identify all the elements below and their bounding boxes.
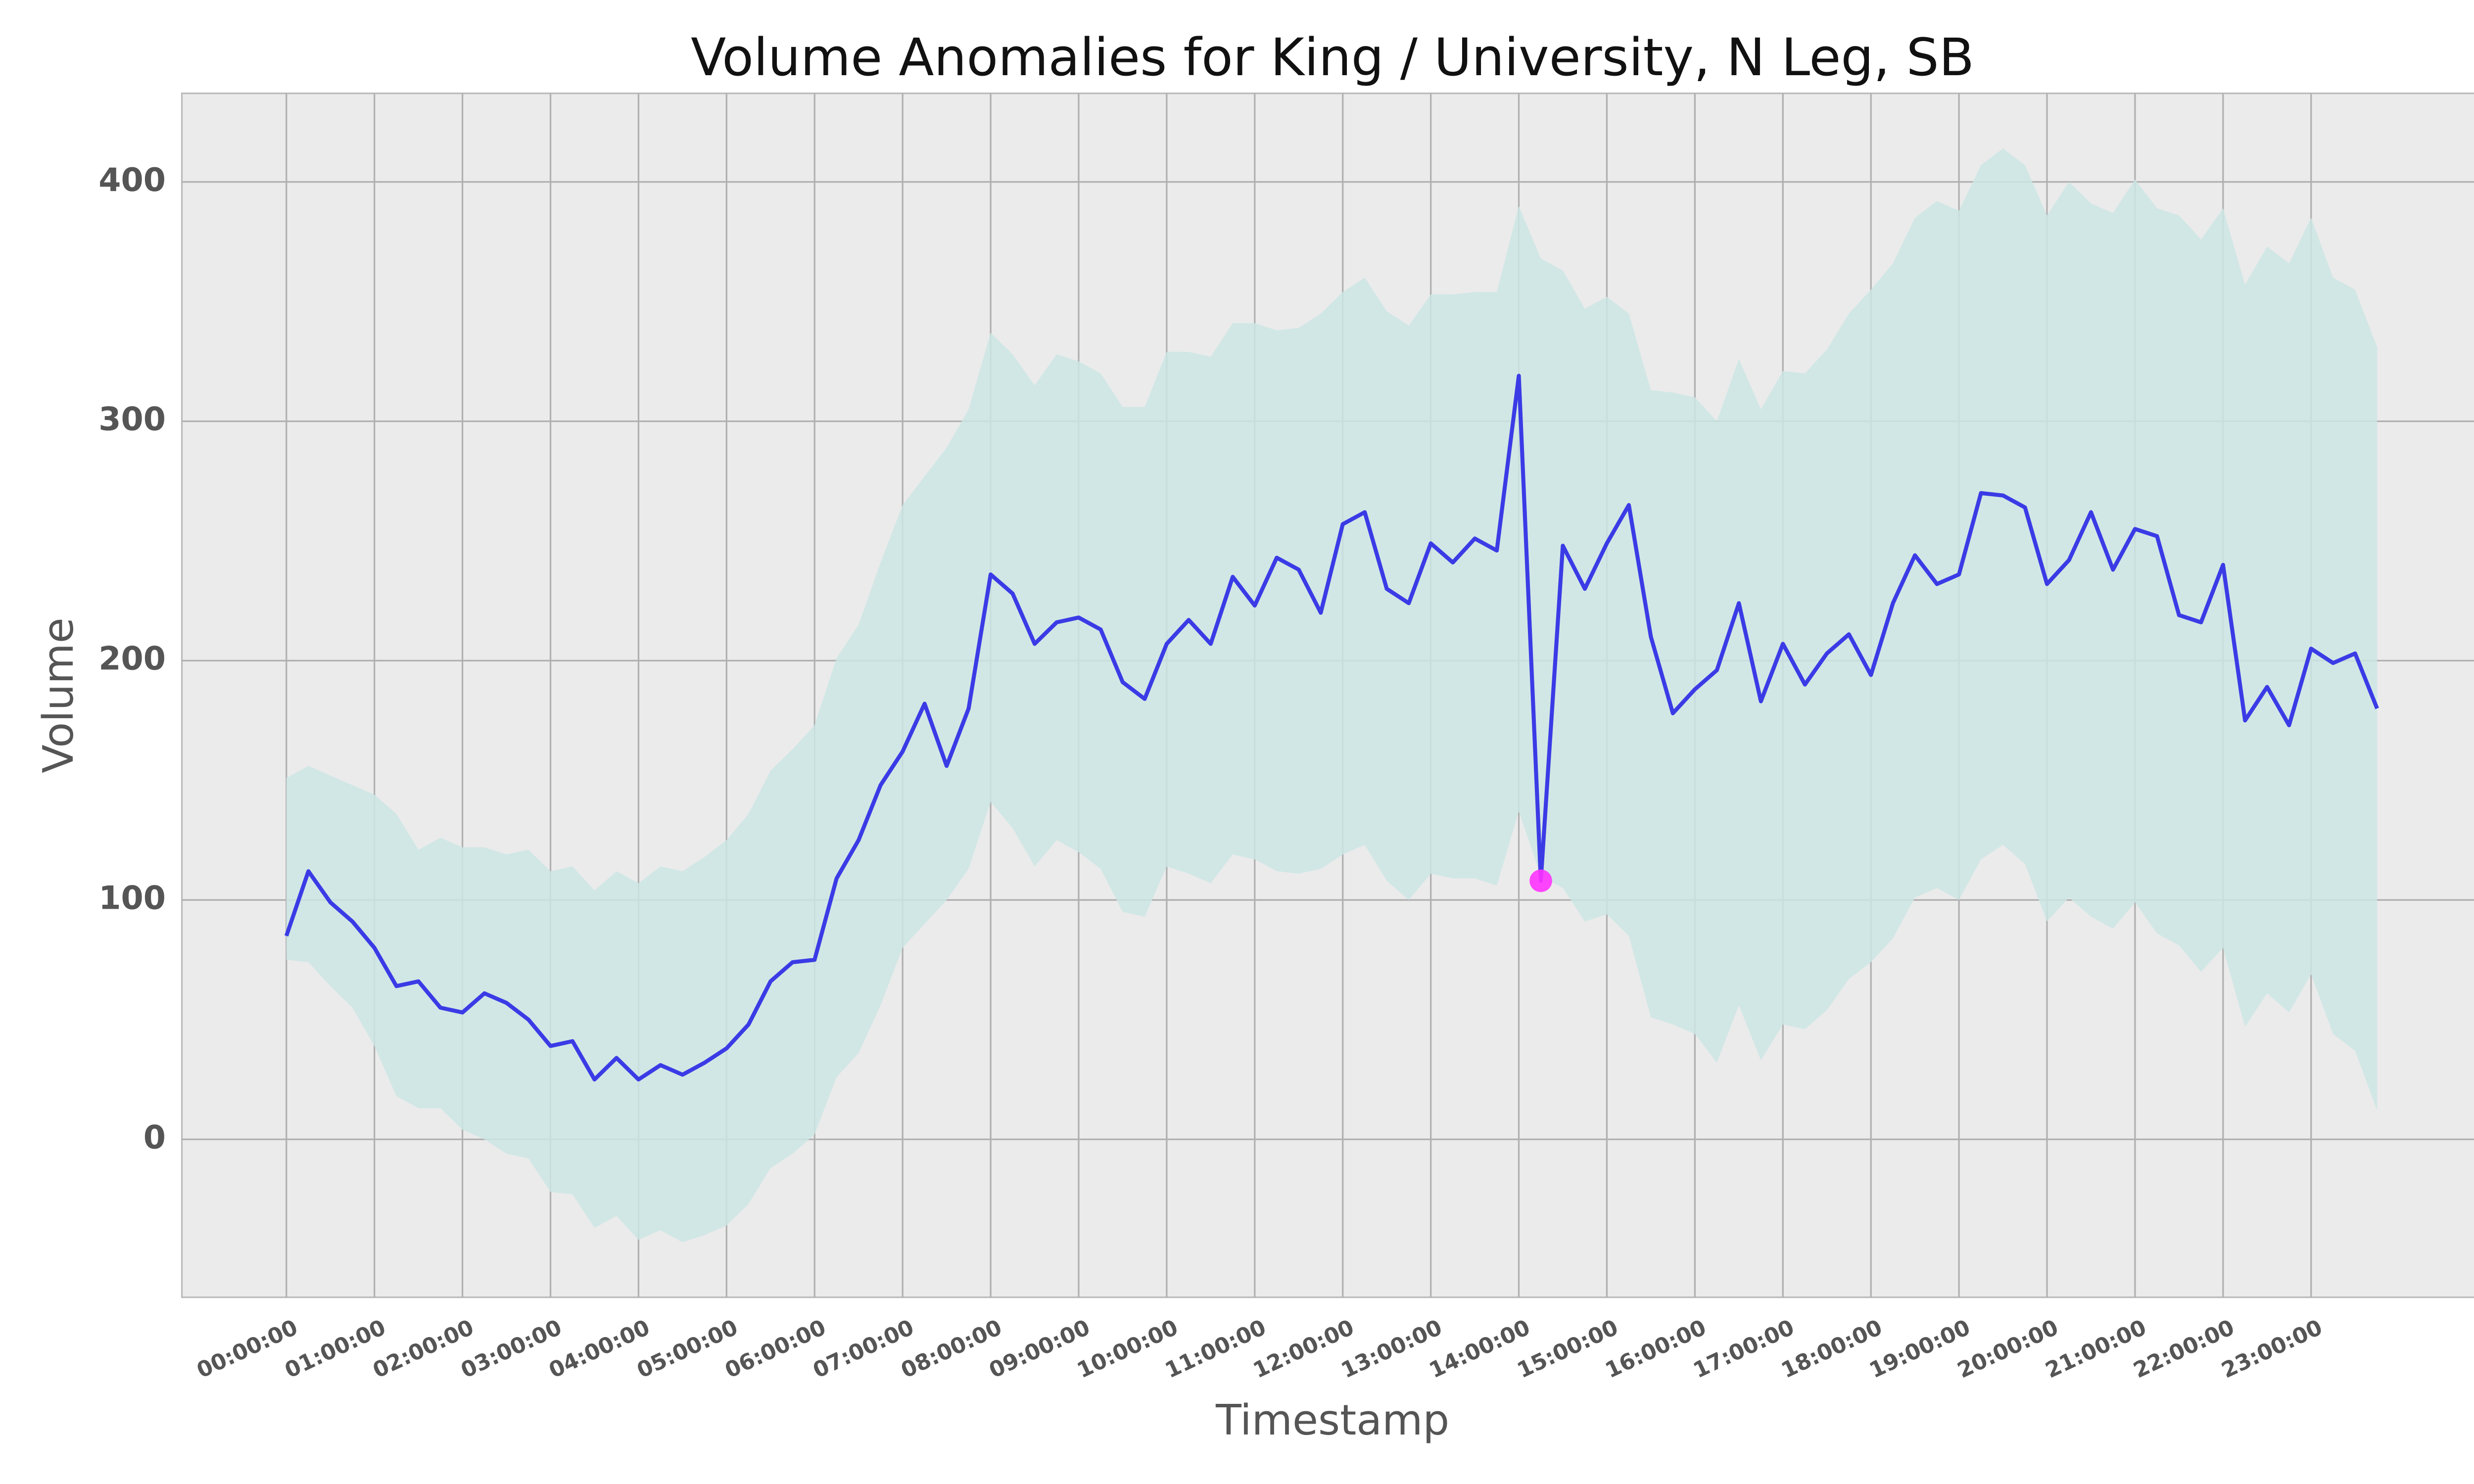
x-tick-label: 18:00:00 [1777, 1315, 1886, 1384]
x-tick-label: 20:00:00 [1953, 1315, 2062, 1384]
y-tick-label: 200 [98, 641, 166, 678]
x-tick-label: 11:00:00 [1161, 1315, 1270, 1384]
x-tick-label: 02:00:00 [369, 1315, 477, 1384]
chart-title: Volume Anomalies for King / University, … [691, 27, 1974, 88]
x-tick-label: 03:00:00 [457, 1315, 566, 1384]
x-tick-label: 01:00:00 [281, 1315, 389, 1384]
x-tick-label: 08:00:00 [897, 1315, 1005, 1384]
y-tick-label: 300 [98, 401, 166, 438]
x-tick-label: 14:00:00 [1426, 1315, 1534, 1384]
x-tick-label: 00:00:00 [193, 1315, 301, 1384]
confidence-band [286, 148, 2378, 1243]
y-tick-label: 100 [98, 880, 166, 917]
line [284, 373, 2379, 1082]
x-tick-label: 16:00:00 [1602, 1315, 1710, 1384]
x-tick-label: 17:00:00 [1689, 1315, 1798, 1384]
x-tick-label: 10:00:00 [1073, 1315, 1182, 1384]
x-tick-label: 23:00:00 [2218, 1315, 2326, 1384]
anomaly-point [1529, 869, 1552, 892]
x-tick-label: 07:00:00 [809, 1315, 917, 1384]
x-tick-label: 21:00:00 [2042, 1315, 2150, 1384]
x-tick-label: 15:00:00 [1514, 1315, 1622, 1384]
x-tick-label: 22:00:00 [2130, 1315, 2238, 1384]
y-tick-label: 0 [143, 1119, 166, 1156]
x-tick-label: 04:00:00 [545, 1315, 654, 1384]
x-tick-label: 12:00:00 [1249, 1315, 1358, 1384]
x-tick-label: 19:00:00 [1865, 1315, 1974, 1384]
x-tick-label: 13:00:00 [1337, 1315, 1446, 1384]
x-tick-label: 09:00:00 [985, 1315, 1094, 1384]
x-tick-label: 06:00:00 [721, 1315, 829, 1384]
y-tick-label: 400 [98, 162, 166, 199]
x-tick-label: 05:00:00 [633, 1315, 742, 1384]
y-axis-label: Volume [34, 617, 83, 773]
x-axis-label: Timestamp [1215, 1395, 1449, 1444]
